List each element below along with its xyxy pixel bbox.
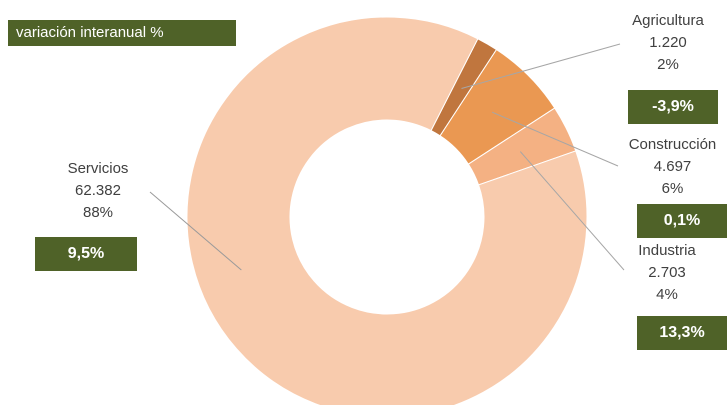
category-name: Agricultura [632, 12, 704, 29]
category-percent: 4% [656, 286, 678, 303]
category-percent: 6% [661, 180, 684, 197]
label-construccion: Construcción 4.697 6% [618, 134, 727, 200]
category-name: Servicios [67, 160, 129, 177]
category-name: Construcción [628, 136, 717, 153]
change-badge-construccion: 0,1% [637, 204, 727, 238]
leader-servicios [149, 191, 242, 271]
change-badge-servicios: 9,5% [35, 237, 137, 271]
slice-servicios [186, 16, 588, 405]
leader-industria [519, 151, 625, 271]
leader-construccion [491, 111, 619, 167]
label-industria: Industria 2.703 4% [627, 240, 707, 306]
label-agricultura: Agricultura 1.220 2% [618, 10, 718, 76]
leader-agricultura [461, 43, 621, 89]
change-badge-industria: 13,3% [637, 316, 727, 350]
category-value: 2.703 [648, 264, 686, 281]
change-badge-agricultura: -3,9% [628, 90, 718, 124]
legend-badge: variación interanual % [8, 20, 236, 46]
category-value: 62.382 [75, 182, 121, 199]
label-servicios: Servicios 62.382 88% [48, 158, 148, 224]
category-value: 1.220 [649, 34, 687, 51]
category-name: Industria [638, 242, 696, 259]
category-percent: 88% [82, 204, 114, 221]
category-value: 4.697 [653, 158, 692, 175]
category-percent: 2% [657, 56, 679, 73]
